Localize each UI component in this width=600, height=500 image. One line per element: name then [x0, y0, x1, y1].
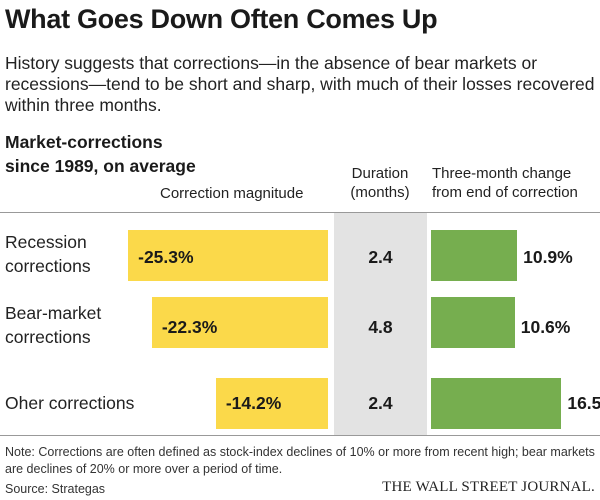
footer-divider [0, 435, 600, 436]
duration-column-band [334, 213, 427, 435]
row-label-other: Oher corrections [5, 391, 134, 415]
magnitude-value-recession: -25.3% [138, 247, 194, 267]
duration-value-bear-market: 4.8 [368, 317, 393, 337]
column-header-duration-line2: (months) [350, 184, 410, 201]
column-header-magnitude: Correction magnitude [160, 185, 304, 202]
duration-value-recession: 2.4 [368, 247, 393, 267]
row-label-line2: corrections [5, 327, 91, 347]
column-header-duration: Duration (months) [340, 164, 420, 202]
magnitude-value-other: -14.2% [225, 393, 282, 413]
chart-subtitle: History suggests that corrections—in the… [5, 53, 595, 115]
column-header-change-line1: Three-month change [432, 165, 572, 182]
row-label-line1: Recession [5, 232, 87, 252]
row-label-bear-market: Bear-market corrections [5, 301, 101, 349]
source-note: Source: Strategas [5, 482, 106, 496]
section-title-line2: since 1989, on average [5, 156, 196, 176]
column-header-duration-line1: Duration [351, 165, 409, 182]
change-value-other: 16.5% [567, 393, 600, 413]
change-value-bear-market: 10.6% [520, 317, 571, 337]
row-label-line1: Bear-market [5, 303, 102, 323]
column-header-change: Three-month change from end of correctio… [432, 164, 578, 202]
magnitude-bar-other [215, 378, 328, 429]
magnitude-value-bear-market: -22.3% [161, 317, 218, 337]
column-header-change-line2: from end of correction [432, 184, 578, 201]
duration-value-other: 2.4 [368, 393, 393, 413]
change-bar-other [431, 378, 562, 429]
change-value-recession: 10.9% [523, 247, 573, 267]
change-bar-recession [431, 230, 518, 281]
chart-title: What Goes Down Often Comes Up [5, 4, 438, 34]
magnitude-bar-bear-market [151, 297, 328, 348]
header-divider [0, 212, 600, 213]
row-label-recession: Recession corrections [5, 230, 91, 278]
footnote: Note: Corrections are often defined as s… [5, 445, 595, 476]
row-label-line1: Oher corrections [5, 393, 135, 413]
section-title-line1: Market-corrections [5, 132, 163, 152]
publisher-credit: THE WALL STREET JOURNAL. [382, 479, 595, 495]
magnitude-bar-recession [128, 230, 328, 281]
row-label-line2: corrections [5, 256, 91, 276]
section-title: Market-corrections since 1989, on averag… [5, 130, 305, 178]
change-bar-bear-market [431, 297, 515, 348]
